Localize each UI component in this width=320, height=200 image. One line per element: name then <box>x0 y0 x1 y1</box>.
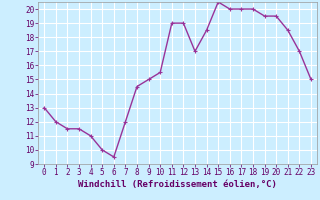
X-axis label: Windchill (Refroidissement éolien,°C): Windchill (Refroidissement éolien,°C) <box>78 180 277 189</box>
